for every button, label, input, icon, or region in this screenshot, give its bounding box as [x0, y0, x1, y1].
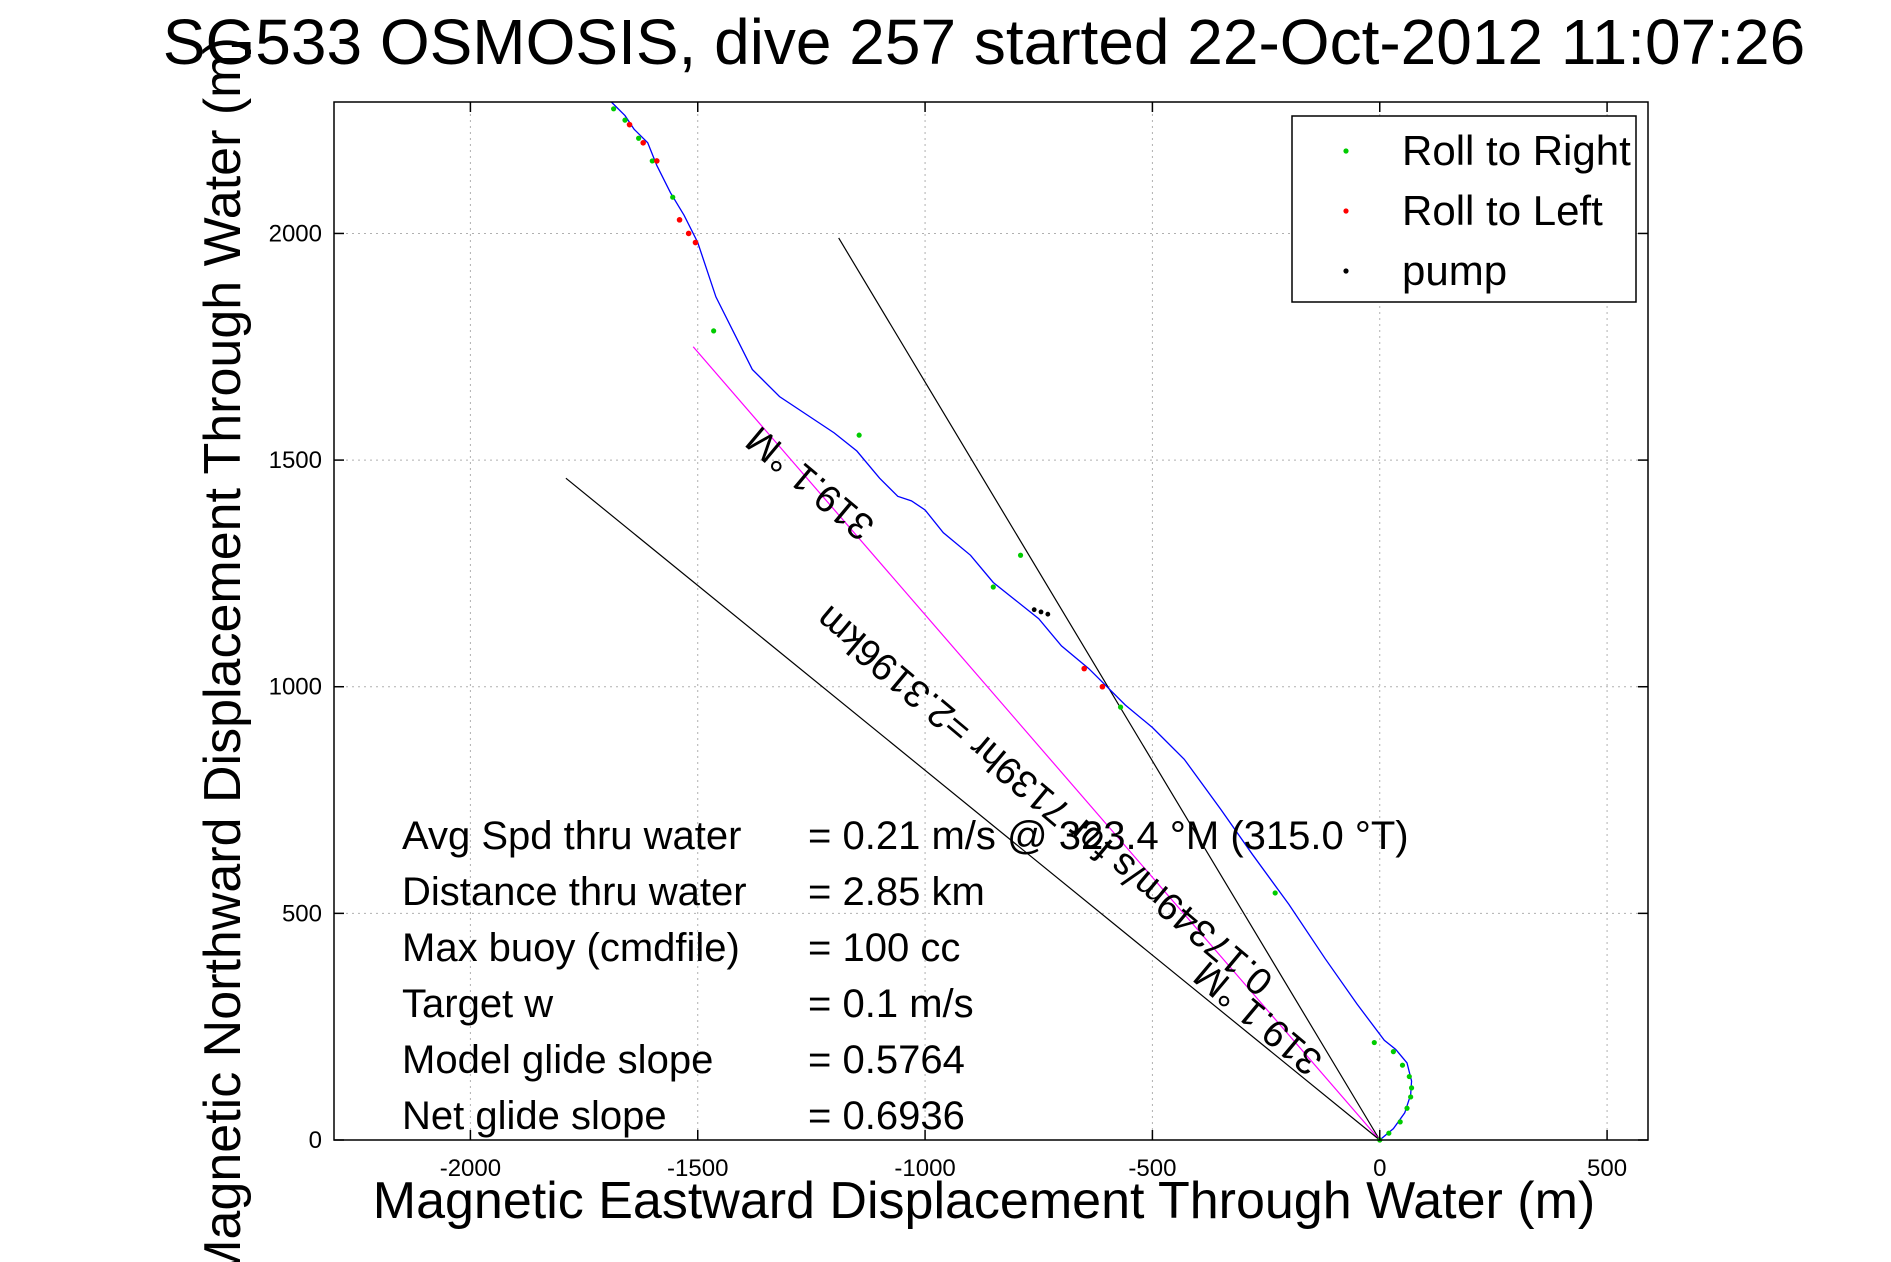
x-tick-label: -1500 — [667, 1155, 728, 1182]
x-tick-label: 0 — [1373, 1155, 1386, 1182]
x-tick-label: -1000 — [894, 1155, 955, 1182]
stats-label: Net glide slope — [402, 1094, 667, 1138]
x-tick-label: -2000 — [440, 1155, 501, 1182]
roll-left-point — [676, 217, 683, 223]
roll-right-point — [711, 328, 717, 334]
legend-label: pump — [1402, 247, 1507, 294]
roll-left-point — [626, 121, 633, 128]
roll-left-point — [685, 230, 692, 237]
roll-right-point — [670, 194, 676, 200]
x-ticks: -2000 -1500 -1000 -500 0 500 — [440, 102, 1627, 1182]
stats-value: = 2.85 km — [808, 870, 985, 914]
y-tick-label: 1500 — [269, 447, 322, 474]
plot-frame — [333, 101, 1649, 1141]
roll-right-point — [611, 106, 617, 112]
roll-right-point — [1117, 704, 1124, 710]
roll-right-point — [1371, 1039, 1377, 1046]
stats-block: Avg Spd thru water = 0.21 m/s @ 323.4 °M … — [402, 814, 1409, 1138]
reference-line-3 — [565, 477, 1381, 1141]
roll-right-point — [622, 117, 628, 123]
stats-value: = 0.5764 — [808, 1038, 965, 1082]
stats-value: = 0.21 m/s @ 323.4 °M (315.0 °T) — [808, 814, 1409, 858]
legend: Roll to Right Roll to Left pump — [1291, 115, 1637, 303]
roll-right-point — [636, 135, 642, 141]
legend-label: Roll to Left — [1402, 187, 1603, 234]
stats-label: Model glide slope — [402, 1038, 713, 1082]
y-tick-label: 1000 — [269, 674, 322, 701]
roll-right-point — [649, 158, 655, 164]
stats-label: Avg Spd thru water — [402, 814, 741, 858]
stats-value: = 0.1 m/s — [808, 982, 974, 1026]
roll-right-point — [1408, 1085, 1415, 1091]
x-tick-label: -500 — [1128, 1155, 1176, 1182]
roll-left-point — [1081, 665, 1088, 672]
x-axis-label: Magnetic Eastward Displacement Through W… — [373, 1172, 1595, 1230]
pump-point — [1038, 609, 1044, 615]
y-tick-label: 2000 — [269, 220, 322, 247]
roll-right-point — [1406, 1073, 1412, 1080]
marker-points — [611, 106, 1415, 1143]
legend-marker — [1343, 148, 1349, 154]
roll-right-point — [1408, 1094, 1414, 1100]
y-tick-label: 0 — [309, 1127, 322, 1154]
stats-label: Distance thru water — [402, 870, 747, 914]
stats-value: = 0.6936 — [808, 1094, 965, 1138]
grid — [334, 102, 1648, 1141]
legend-box — [1291, 115, 1637, 303]
legend-marker — [1343, 268, 1349, 274]
y-tick-label: 500 — [282, 900, 322, 927]
roll-right-point — [1404, 1105, 1410, 1111]
pump-point — [1045, 611, 1051, 617]
legend-label: Roll to Right — [1402, 127, 1631, 174]
chart-title: SG533 OSMOSIS, dive 257 started 22-Oct-2… — [163, 6, 1805, 78]
roll-right-point — [1386, 1130, 1392, 1136]
roll-left-point — [654, 158, 660, 164]
y-ticks: 0 500 1000 1500 2000 — [269, 220, 1648, 1154]
roll-right-point — [1399, 1062, 1406, 1068]
roll-left-point — [692, 239, 699, 246]
legend-marker — [1343, 208, 1349, 214]
roll-right-point — [990, 584, 996, 590]
roll-right-point — [1397, 1119, 1403, 1125]
reference-line-2 — [692, 346, 1381, 1141]
roll-right-point — [856, 432, 862, 438]
y-axis-label: Magnetic Northward Displacement Through … — [194, 37, 252, 1262]
pump-point — [1031, 607, 1037, 613]
roll-left-point — [640, 139, 646, 146]
stats-label: Target w — [402, 982, 553, 1026]
roll-left-point — [1099, 683, 1106, 690]
x-tick-label: 500 — [1587, 1155, 1627, 1182]
stats-label: Max buoy (cmdfile) — [402, 926, 740, 970]
stats-value: = 100 cc — [808, 926, 960, 970]
roll-right-point — [1390, 1049, 1396, 1055]
roll-right-point — [1017, 552, 1024, 558]
roll-right-point — [1272, 890, 1278, 896]
